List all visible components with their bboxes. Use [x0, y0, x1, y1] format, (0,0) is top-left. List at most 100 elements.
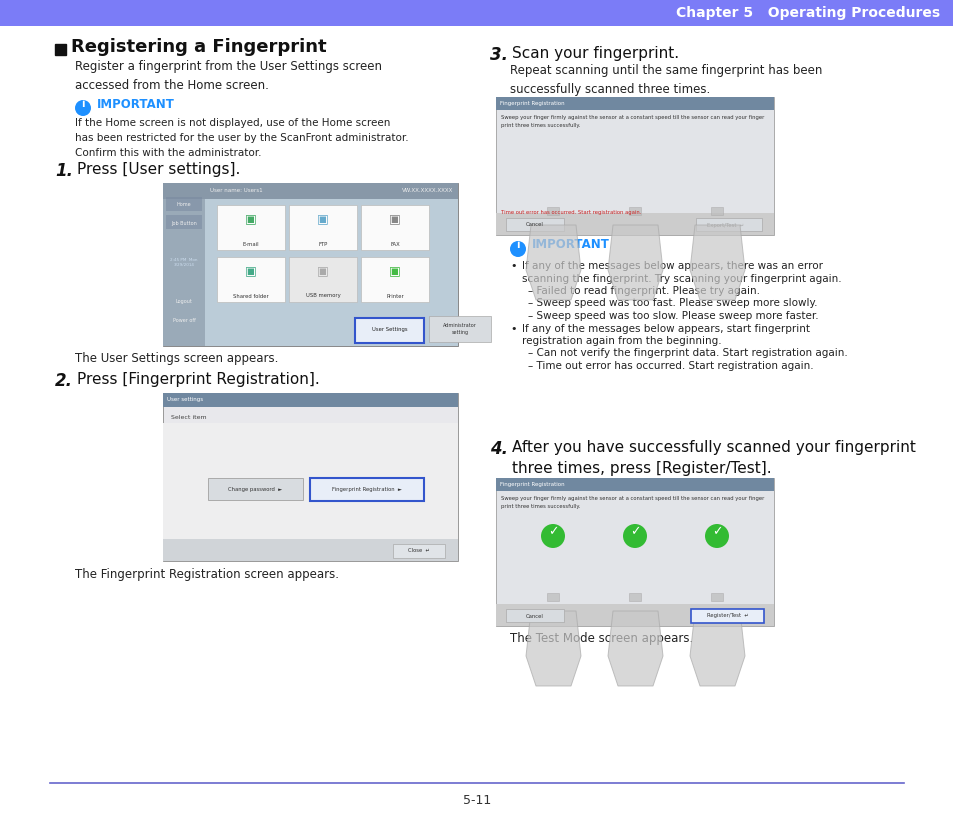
- Text: The Test Mode screen appears.: The Test Mode screen appears.: [510, 632, 693, 645]
- Text: i: i: [516, 240, 519, 250]
- Bar: [710, 207, 722, 215]
- Text: User name: Users1: User name: Users1: [210, 188, 262, 194]
- Circle shape: [622, 524, 646, 548]
- Text: registration again from the beginning.: registration again from the beginning.: [521, 336, 720, 346]
- Circle shape: [704, 524, 728, 548]
- Text: ✓: ✓: [711, 525, 721, 538]
- Text: If any of the messages below appears, start fingerprint: If any of the messages below appears, st…: [521, 323, 809, 334]
- Circle shape: [510, 241, 525, 257]
- Polygon shape: [689, 225, 744, 300]
- Bar: [216, 205, 285, 250]
- FancyBboxPatch shape: [310, 478, 424, 501]
- Text: – Sweep speed was too slow. Please sweep more faster.: – Sweep speed was too slow. Please sweep…: [527, 311, 818, 321]
- Bar: [505, 218, 563, 231]
- Bar: [496, 213, 773, 235]
- Text: If the Home screen is not displayed, use of the Home screen
has been restricted : If the Home screen is not displayed, use…: [75, 118, 408, 158]
- Text: Home: Home: [176, 203, 192, 208]
- Bar: [55, 44, 66, 55]
- Text: After you have successfully scanned your fingerprint
three times, press [Registe: After you have successfully scanned your…: [512, 440, 915, 476]
- Bar: [163, 393, 457, 561]
- Polygon shape: [525, 225, 580, 300]
- Text: ▣: ▣: [316, 213, 329, 226]
- Bar: [628, 593, 640, 601]
- Text: Register a fingerprint from the User Settings screen
accessed from the Home scre: Register a fingerprint from the User Set…: [75, 60, 381, 92]
- Bar: [628, 207, 640, 215]
- Bar: [546, 593, 558, 601]
- FancyBboxPatch shape: [691, 609, 763, 622]
- Bar: [393, 544, 444, 558]
- Bar: [166, 197, 202, 211]
- Bar: [289, 257, 356, 302]
- Text: Press [Fingerprint Registration].: Press [Fingerprint Registration].: [77, 372, 319, 387]
- Text: Register/Test  ↵: Register/Test ↵: [706, 614, 748, 618]
- Text: Export/Test  ↵: Export/Test ↵: [707, 222, 743, 227]
- Text: ▣: ▣: [245, 264, 256, 277]
- Text: USB memory: USB memory: [305, 294, 340, 299]
- Text: Close  ↵: Close ↵: [408, 549, 430, 554]
- Bar: [163, 183, 457, 199]
- Text: Printer: Printer: [386, 294, 403, 299]
- Circle shape: [540, 524, 564, 548]
- Text: 5-11: 5-11: [462, 793, 491, 807]
- Text: FAX: FAX: [390, 241, 399, 246]
- Text: IMPORTANT: IMPORTANT: [532, 239, 609, 251]
- Text: Fingerprint Registration: Fingerprint Registration: [499, 101, 564, 106]
- Text: – Can not verify the fingerprint data. Start registration again.: – Can not verify the fingerprint data. S…: [527, 348, 847, 358]
- Text: ✓: ✓: [629, 525, 639, 538]
- Text: User Settings: User Settings: [372, 326, 407, 331]
- Text: Press [User settings].: Press [User settings].: [77, 162, 240, 177]
- Text: Cancel: Cancel: [525, 222, 543, 227]
- Text: ▣: ▣: [389, 213, 400, 226]
- Polygon shape: [525, 611, 580, 686]
- Bar: [216, 257, 285, 302]
- Text: ▣: ▣: [389, 264, 400, 277]
- Text: If any of the messages below appears, there was an error: If any of the messages below appears, th…: [521, 261, 822, 271]
- Bar: [166, 215, 202, 229]
- Text: ▣: ▣: [316, 264, 329, 277]
- FancyBboxPatch shape: [355, 317, 424, 343]
- Bar: [496, 97, 773, 110]
- Text: Logout: Logout: [175, 299, 193, 303]
- Text: Cancel: Cancel: [525, 614, 543, 618]
- Bar: [208, 478, 303, 500]
- Text: User settings: User settings: [167, 398, 203, 402]
- Text: Select item: Select item: [171, 415, 207, 420]
- Bar: [696, 218, 761, 231]
- Text: 2.: 2.: [55, 372, 73, 390]
- Text: Sweep your finger firmly against the sensor at a constant speed till the sensor : Sweep your finger firmly against the sen…: [500, 496, 763, 501]
- Text: print three times successfully.: print three times successfully.: [500, 123, 579, 128]
- Text: •: •: [510, 261, 516, 271]
- Bar: [163, 183, 205, 346]
- Text: ▣: ▣: [245, 213, 256, 226]
- Text: print three times successfully.: print three times successfully.: [500, 504, 579, 509]
- Bar: [710, 593, 722, 601]
- Text: 1.: 1.: [55, 162, 73, 180]
- Text: Change password  ►: Change password ►: [228, 487, 282, 492]
- Text: E-mail: E-mail: [242, 241, 259, 246]
- Text: Fingerprint Registration  ►: Fingerprint Registration ►: [332, 487, 401, 492]
- Bar: [496, 478, 773, 491]
- Text: Chapter 5   Operating Procedures: Chapter 5 Operating Procedures: [675, 6, 939, 20]
- Text: The User Settings screen appears.: The User Settings screen appears.: [75, 352, 278, 365]
- Bar: [289, 205, 356, 250]
- Bar: [505, 609, 563, 622]
- Bar: [360, 257, 429, 302]
- Bar: [163, 393, 457, 407]
- Text: – Sweep speed was too fast. Please sweep more slowly.: – Sweep speed was too fast. Please sweep…: [527, 299, 817, 308]
- Text: Repeat scanning until the same fingerprint has been
successfully scanned three t: Repeat scanning until the same fingerpri…: [510, 64, 821, 96]
- Text: FTP: FTP: [318, 241, 327, 246]
- Bar: [0, 0, 953, 26]
- Text: ✓: ✓: [547, 525, 558, 538]
- Text: Job Button: Job Button: [171, 221, 196, 226]
- Bar: [163, 183, 457, 346]
- Text: Time out error has occurred. Start registration again.: Time out error has occurred. Start regis…: [500, 210, 640, 215]
- Bar: [163, 423, 457, 539]
- Text: 2:45 PM  Mon
3/29/2014: 2:45 PM Mon 3/29/2014: [170, 258, 197, 267]
- Bar: [496, 97, 773, 235]
- Text: IMPORTANT: IMPORTANT: [97, 97, 174, 110]
- Text: The Fingerprint Registration screen appears.: The Fingerprint Registration screen appe…: [75, 568, 338, 581]
- Bar: [496, 478, 773, 626]
- Text: Fingerprint Registration: Fingerprint Registration: [499, 482, 564, 487]
- Polygon shape: [689, 611, 744, 686]
- Text: Sweep your finger firmly against the sensor at a constant speed till the sensor : Sweep your finger firmly against the sen…: [500, 115, 763, 120]
